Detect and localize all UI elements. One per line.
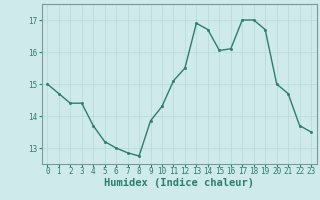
X-axis label: Humidex (Indice chaleur): Humidex (Indice chaleur) [104,178,254,188]
